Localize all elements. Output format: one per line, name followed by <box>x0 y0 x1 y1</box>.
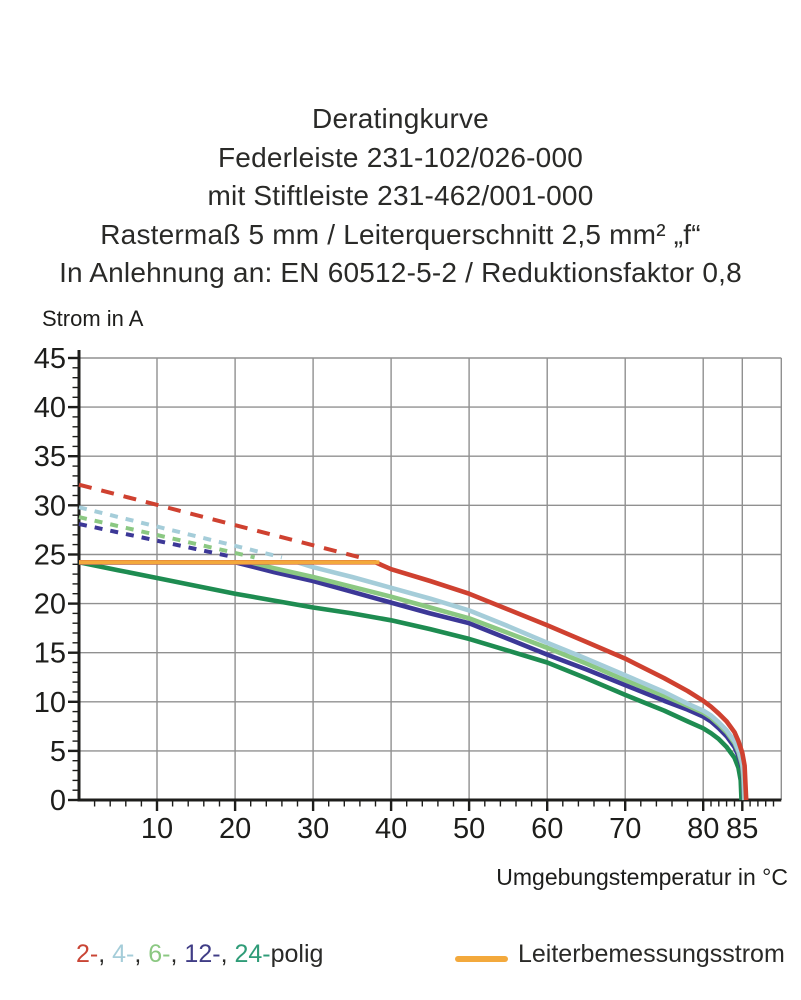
curve-24-polig <box>78 560 744 801</box>
rated-current-line-swatch <box>455 956 508 962</box>
legend-item-4polig: 4- <box>112 940 135 968</box>
title-line-5: In Anlehnung an: EN 60512-5-2 / Reduktio… <box>59 257 742 288</box>
x-tick-label: 60 <box>531 813 563 845</box>
x-tick-label: 85 <box>726 813 758 845</box>
y-tick-label: 35 <box>34 441 66 473</box>
y-axis-title: Strom in A <box>42 306 144 331</box>
legend-item-2polig: 2- <box>76 940 99 968</box>
title-line-3: mit Stiftleiste 231-462/001-000 <box>207 180 594 211</box>
x-axis-title: Umgebungstemperatur in °C <box>496 864 788 890</box>
title-line-2: Federleiste 231-102/026-000 <box>218 141 583 173</box>
x-tick-label: 10 <box>141 813 173 845</box>
legend-separator: , <box>170 940 185 968</box>
y-tick-label: 10 <box>34 687 66 719</box>
y-tick-label: 40 <box>34 392 66 424</box>
x-tick-label: 40 <box>375 813 407 845</box>
legend-suffix: polig <box>270 940 324 968</box>
y-tick-label: 25 <box>34 540 66 572</box>
rated-current-label: Leiterbemessungsstrom <box>518 940 785 968</box>
curve-12-polig-dashed <box>78 522 236 560</box>
x-tick-label: 20 <box>219 813 251 845</box>
x-tick-label: 30 <box>297 813 329 845</box>
y-tick-label: 5 <box>50 736 66 768</box>
title-line-1: Deratingkurve <box>312 103 489 134</box>
legend-separator: , <box>134 940 149 968</box>
x-tick-label: 50 <box>453 813 485 845</box>
y-tick-label: 20 <box>34 589 66 621</box>
legend-row: 2-, 4-, 6-, 12-, 24-polig Leiterbemessun… <box>0 934 801 980</box>
y-tick-label: 15 <box>34 638 66 670</box>
legend-item-6polig: 6- <box>148 940 171 968</box>
legend-item-12polig: 12- <box>184 940 221 968</box>
chart-title-block: Deratingkurve Federleiste 231-102/026-00… <box>0 100 801 293</box>
curve-2-polig <box>79 559 749 801</box>
x-tick-label: 80 <box>687 813 719 845</box>
y-tick-label: 0 <box>50 785 66 817</box>
legend-separator: , <box>98 940 113 968</box>
curve-6-polig-dashed <box>78 515 256 560</box>
y-tick-label: 45 <box>34 343 66 375</box>
legend-item-24polig: 24- <box>234 940 271 968</box>
curve-4-polig <box>79 559 747 801</box>
curve-2-polig-dashed <box>78 482 361 560</box>
legend-pole-counts: 2-, 4-, 6-, 12-, 24-polig <box>76 940 323 969</box>
x-tick-label: 70 <box>609 813 641 845</box>
legend-separator: , <box>220 940 235 968</box>
curve-4-polig-dashed <box>78 505 283 560</box>
title-line-4: Rastermaß 5 mm / Leiterquerschnitt 2,5 m… <box>100 218 701 250</box>
y-tick-label: 30 <box>34 490 66 522</box>
